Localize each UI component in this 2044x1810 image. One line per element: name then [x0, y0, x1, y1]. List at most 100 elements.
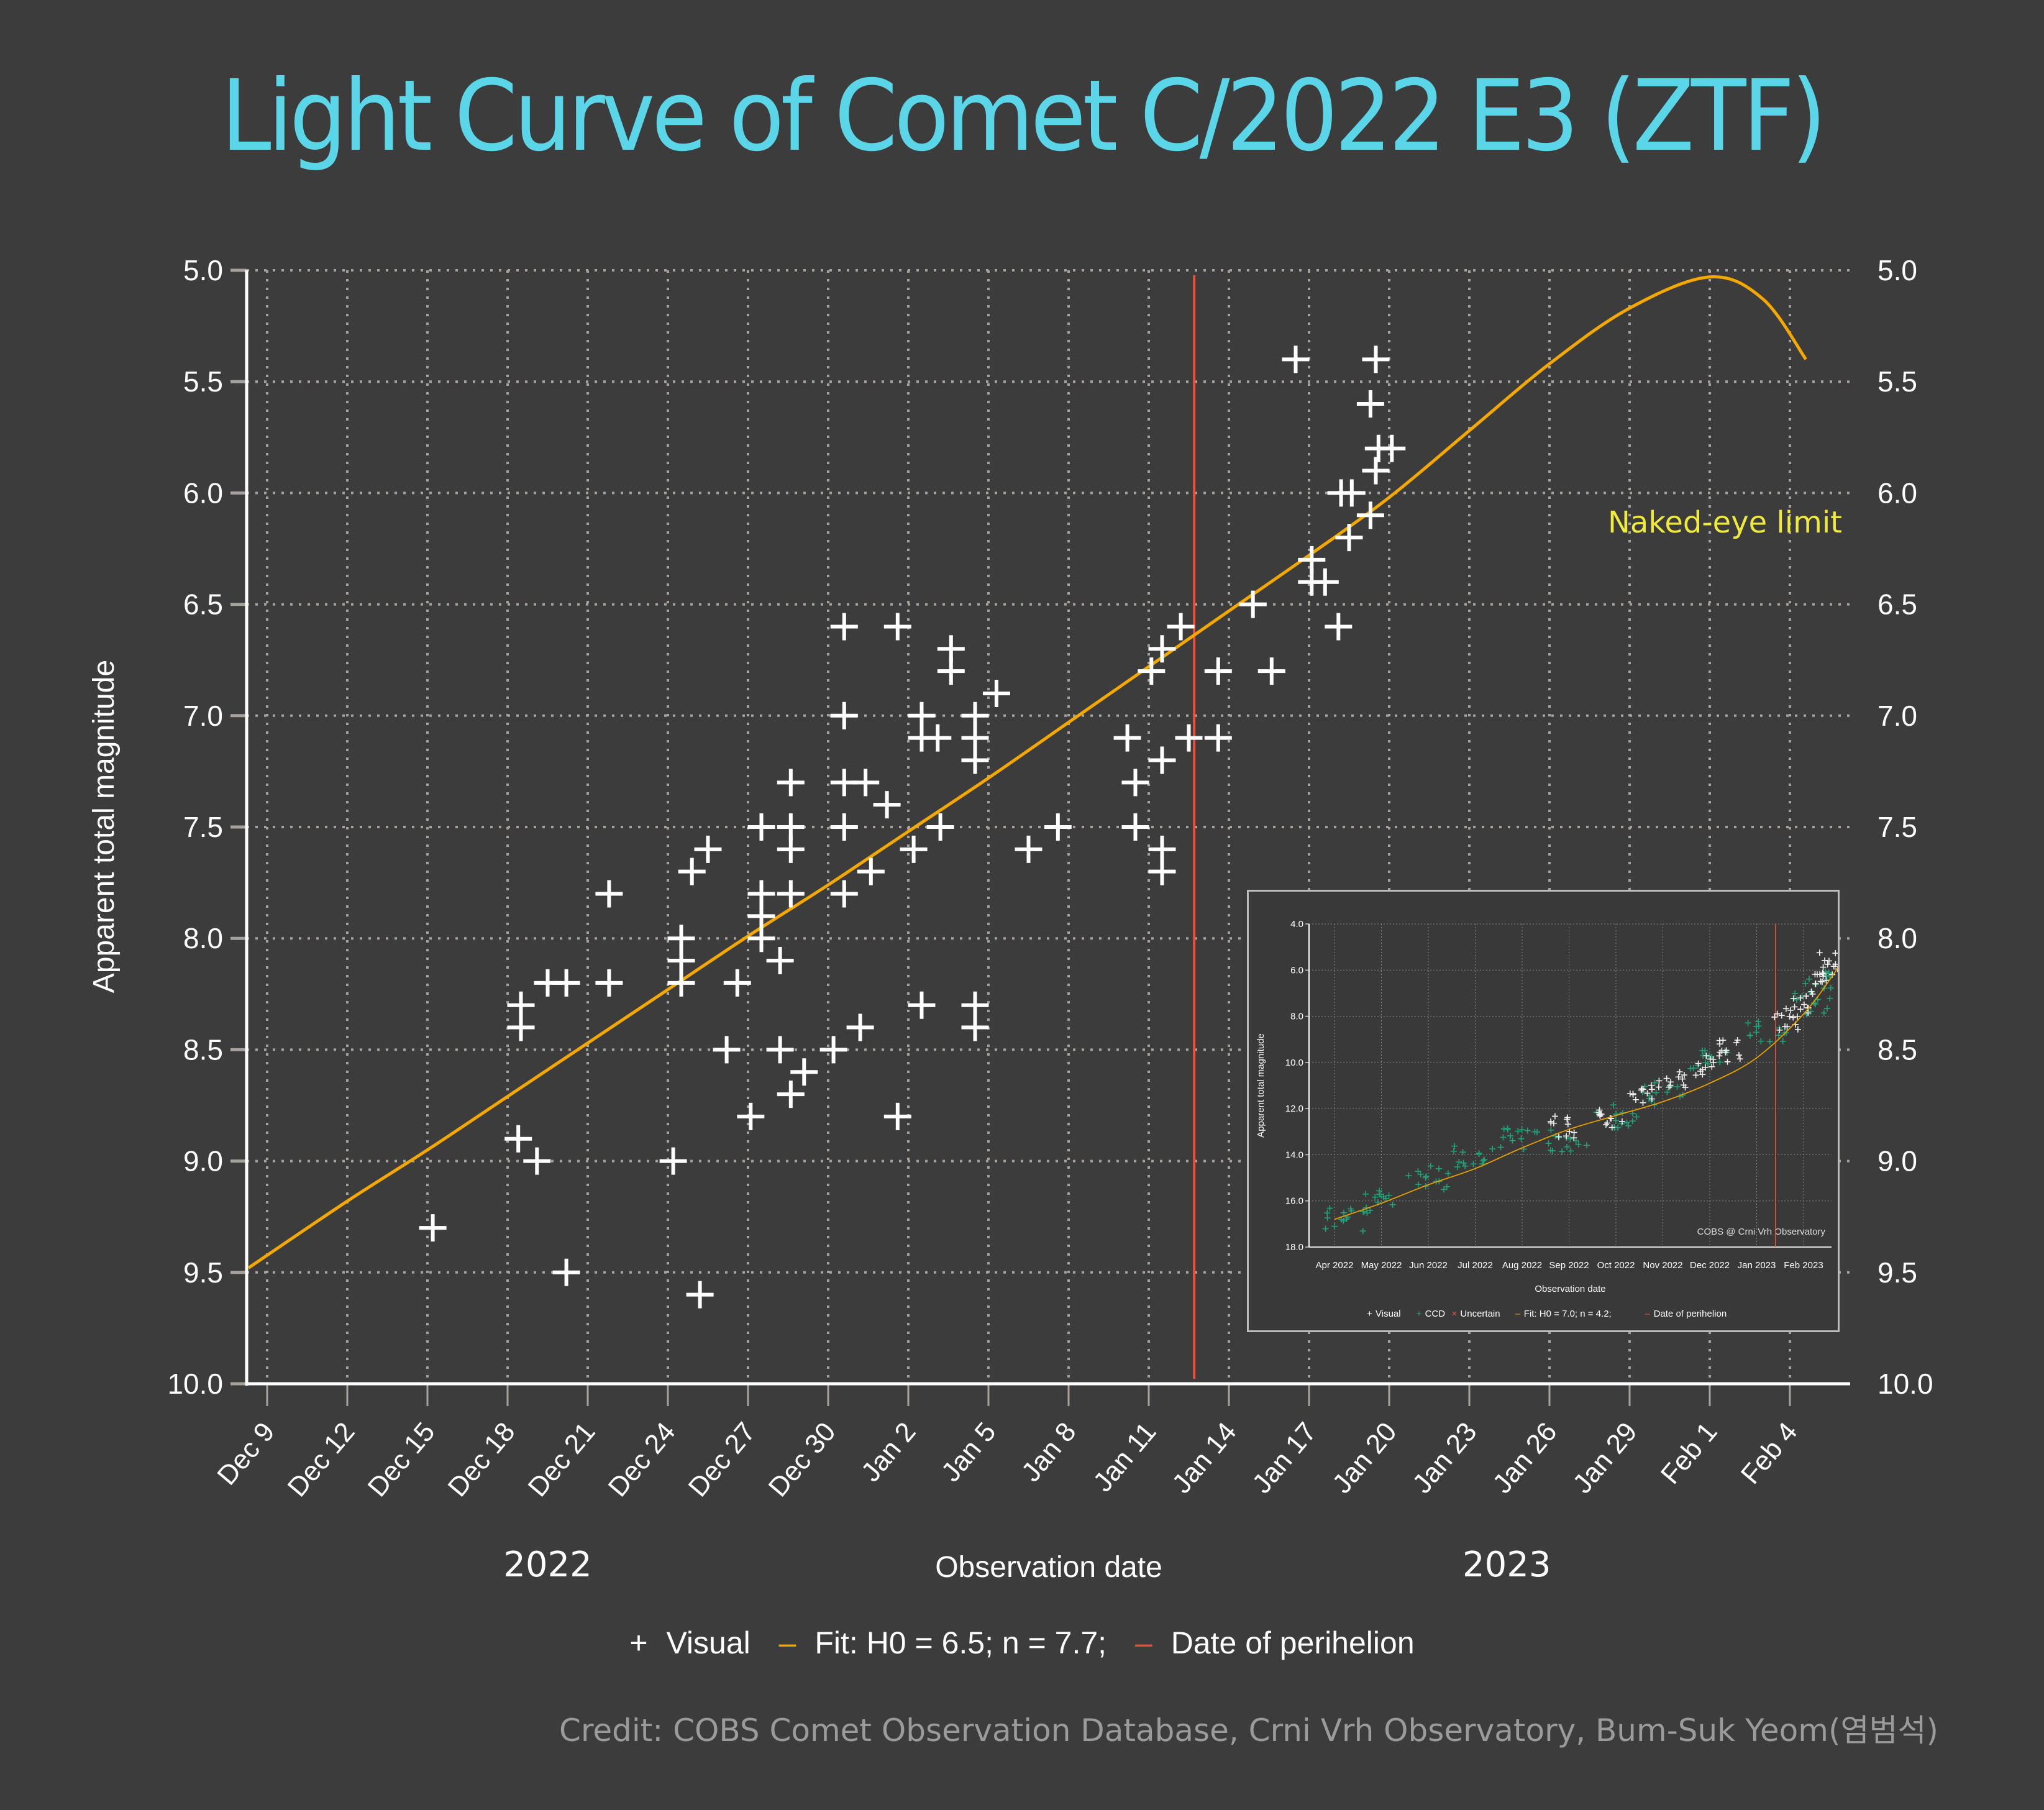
inset-ccd-point	[1746, 1032, 1753, 1039]
inset-visual-point	[1786, 1013, 1793, 1020]
inset-ccd-point	[1807, 1008, 1814, 1015]
inset-visual-point	[1695, 1060, 1702, 1067]
data-point	[1325, 613, 1353, 641]
inset-visual-point	[1692, 1072, 1699, 1079]
year-labels: 2022 2023	[503, 1545, 1551, 1585]
inset-visual-point	[1681, 1072, 1687, 1079]
data-point	[747, 813, 775, 841]
axes	[230, 268, 1850, 1406]
y-tick-label-right: 9.5	[1877, 1256, 1917, 1289]
inset-visual-point	[1791, 995, 1797, 1002]
y-tick-label-right: 6.5	[1877, 588, 1917, 621]
y-axis-label: Apparent total magnitude	[88, 660, 121, 993]
inset-ccd-point	[1372, 1194, 1379, 1200]
inset-visual-point	[1830, 963, 1837, 970]
inset-ccd-point	[1820, 1010, 1827, 1017]
data-point	[766, 947, 794, 975]
legend-fit-label: Fit: H0 = 6.5; n = 7.7;	[814, 1625, 1107, 1660]
x-tick-label: Dec 12	[282, 1417, 361, 1502]
inset-ccd-point	[1451, 1143, 1458, 1150]
y-tick-label-right: 8.0	[1877, 922, 1917, 954]
inset-visual-point	[1787, 1007, 1794, 1014]
inset-visual-point	[1803, 993, 1810, 1000]
inset-ccd-point	[1651, 1079, 1658, 1086]
legend-visual: + Visual	[624, 1625, 755, 1660]
inset-ccd-point	[1460, 1159, 1467, 1166]
inset-ccd-point	[1545, 1140, 1552, 1147]
inset-visual-point	[1709, 1063, 1715, 1070]
inset-visual-point	[1555, 1133, 1562, 1140]
inset-ccd-point	[1422, 1174, 1429, 1181]
data-point	[1356, 390, 1384, 418]
inset-ccd-point	[1415, 1181, 1421, 1188]
inset-visual-point	[1656, 1077, 1663, 1084]
inset-ccd-point	[1827, 995, 1833, 1002]
inset-visual-point	[1824, 961, 1831, 967]
inset-ccd-point	[1802, 980, 1809, 987]
inset-x-axis-label: Observation date	[1535, 1284, 1605, 1294]
inset-ccd-point	[1500, 1134, 1507, 1141]
legend-fit: – Fit: H0 = 6.5; n = 7.7;	[774, 1625, 1111, 1660]
perihelion-line-icon: –	[1134, 1625, 1152, 1660]
inset-y-tick-label: 16.0	[1285, 1196, 1303, 1207]
inset-visual-point	[1797, 995, 1804, 1002]
y-tick-label-left: 5.5	[183, 365, 223, 398]
inset-visual-point	[1563, 1133, 1570, 1140]
inset-x-tick-label: Jan 2023	[1738, 1260, 1776, 1271]
fit-line-icon: –	[778, 1625, 796, 1660]
inset-visual-point	[1597, 1112, 1604, 1119]
credit-text: Credit: COBS Comet Observation Database,…	[559, 1712, 1938, 1748]
inset-ccd-point	[1507, 1132, 1514, 1139]
y-tick-label-left: 9.0	[183, 1145, 223, 1177]
inset-visual-point	[1648, 1095, 1655, 1102]
x-tick-label: Jan 5	[936, 1417, 1002, 1488]
inset-ccd-point	[1504, 1125, 1511, 1132]
data-point	[1335, 524, 1363, 552]
inset-visual-point	[1550, 1120, 1557, 1127]
inset-ccd-point	[1362, 1191, 1369, 1197]
legend: + Visual – Fit: H0 = 6.5; n = 7.7; – Dat…	[0, 1625, 2044, 1661]
inset-ccd-point	[1753, 1029, 1759, 1036]
inset-visual-point	[1820, 964, 1827, 971]
data-point	[1356, 501, 1384, 529]
inset-ccd-point	[1385, 1192, 1392, 1199]
inset-visual-point	[1820, 973, 1827, 980]
inset-ccd-point	[1755, 1018, 1762, 1025]
y-tick-label-right: 8.5	[1877, 1033, 1917, 1066]
inset-y-tick-label: 8.0	[1290, 1012, 1303, 1022]
inset-ccd-point	[1583, 1142, 1590, 1149]
inset-x-tick-label: Sep 2022	[1549, 1260, 1589, 1271]
inset-visual-point	[1632, 1096, 1639, 1103]
y-tick-label-left: 5.0	[183, 254, 223, 286]
data-point	[686, 1281, 714, 1309]
data-point	[830, 813, 858, 841]
x-tick-label: Dec 30	[763, 1417, 842, 1502]
inset-ccd-point	[1441, 1186, 1448, 1193]
data-point	[552, 1258, 580, 1286]
data-point	[908, 991, 936, 1019]
y-tick-label-left: 7.5	[183, 811, 223, 843]
x-ticks: Dec 9 Dec 12 Dec 15 Dec 18 Dec 21 Dec 24 Dec 2…	[211, 1417, 1803, 1502]
inset-visual-point	[1823, 977, 1830, 984]
x-tick-label: Dec 24	[603, 1417, 682, 1502]
inset-ccd-point	[1633, 1113, 1640, 1120]
visual-points	[419, 345, 1406, 1309]
inset-x-tick-label: Aug 2022	[1502, 1260, 1542, 1271]
x-tick-label: Jan 20	[1326, 1417, 1402, 1499]
inset-ccd-point	[1417, 1171, 1424, 1177]
data-point	[961, 1013, 989, 1041]
year-label: 2022	[503, 1545, 592, 1585]
inset-visual-point	[1812, 980, 1818, 987]
inset-ccd-point	[1389, 1201, 1396, 1208]
inset-y-axis-label: Apparent total magnitude	[1256, 1033, 1266, 1138]
data-point	[1121, 769, 1149, 797]
inset-ccd-point	[1518, 1127, 1525, 1133]
data-point	[1044, 813, 1072, 841]
inset-ccd-point	[1359, 1228, 1366, 1235]
legend-visual-label: Visual	[666, 1625, 751, 1660]
data-point	[1148, 635, 1176, 663]
data-point	[1282, 345, 1310, 373]
inset-ccd-point	[1500, 1125, 1507, 1132]
inset-y-tick-label: 12.0	[1285, 1104, 1303, 1114]
